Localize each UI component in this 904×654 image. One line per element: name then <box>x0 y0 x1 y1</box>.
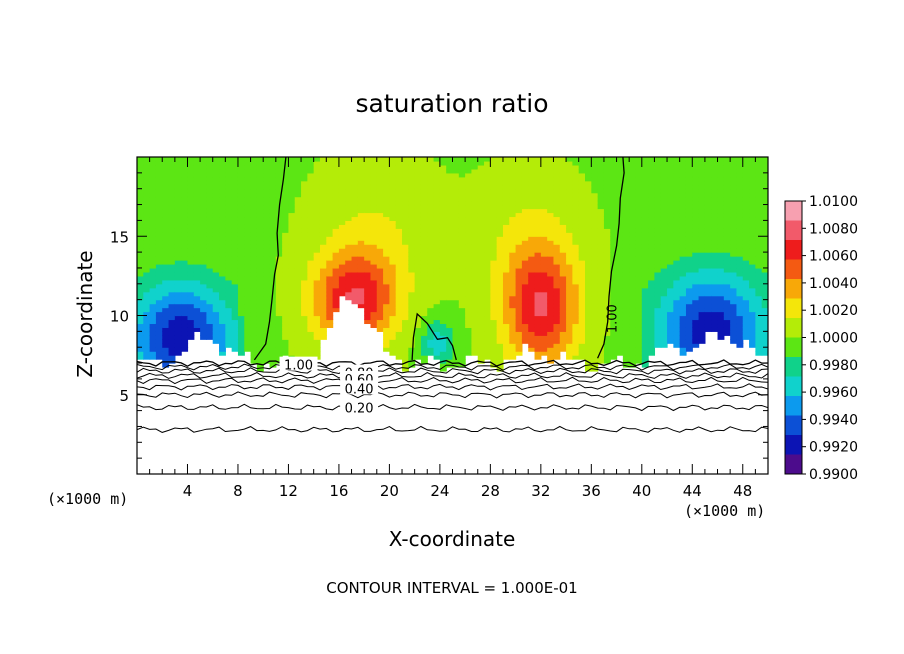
x-tick-label: 8 <box>233 482 243 500</box>
colorbar-swatch <box>785 357 802 377</box>
colorbar-tick-label: 0.9900 <box>809 467 858 483</box>
colorbar-tick-label: 1.0060 <box>809 249 858 265</box>
colorbar-swatch <box>785 298 802 319</box>
chart-title: saturation ratio <box>355 89 548 118</box>
colorbar-tick-label: 1.0000 <box>809 331 858 347</box>
x-tick-label: 40 <box>632 482 651 500</box>
contour-label: 0.20 <box>345 401 374 416</box>
colorbar-swatch <box>785 415 802 436</box>
colorbar-swatch <box>785 337 802 358</box>
contour-lines: 1.000.800.600.400.201.00 <box>137 157 768 433</box>
colorbar-swatch <box>785 201 802 221</box>
x-axis-label: X-coordinate <box>389 527 516 551</box>
colorbar-tick-label: 1.0040 <box>809 276 858 292</box>
x-tick-label: 24 <box>430 482 449 500</box>
colorbar-tick-label: 0.9940 <box>809 412 858 428</box>
contour-label: 0.40 <box>345 382 374 397</box>
x-tick-label: 12 <box>279 482 298 500</box>
contour-line <box>137 359 768 367</box>
contour-line <box>137 403 768 412</box>
colorbar-swatch <box>785 435 802 455</box>
x-tick-label: 44 <box>683 482 702 500</box>
x-tick-label: 4 <box>183 482 193 500</box>
contour-line <box>137 383 768 391</box>
colorbar-swatch <box>785 396 802 416</box>
contour-line <box>137 363 768 371</box>
contour-line-1-00-left <box>253 157 287 361</box>
contour-line <box>137 391 768 399</box>
contour-label: 1.00 <box>284 359 313 374</box>
contour-label: 1.00 <box>606 304 621 333</box>
colorbar-swatch <box>785 240 802 260</box>
x-unit-right: (×1000 m) <box>684 502 765 520</box>
contour-label-bg <box>340 399 379 414</box>
colorbar-swatch <box>785 220 802 241</box>
colorbar-swatch <box>785 454 802 475</box>
contour-interval-note: CONTOUR INTERVAL = 1.000E-01 <box>326 579 577 597</box>
colorbar-swatch <box>785 259 802 280</box>
y-tick-label: 10 <box>110 308 129 326</box>
contour-label-bg <box>279 356 318 371</box>
colorbar-tick-label: 0.9920 <box>809 440 858 456</box>
contour-line <box>137 367 768 375</box>
x-unit-left: (×1000 m) <box>47 490 128 508</box>
x-tick-label: 36 <box>582 482 601 500</box>
colorbar: 1.0100 1.0080 1.0060 1.0040 1.0020 1.0000 0.99… <box>784 194 858 483</box>
x-tick-label: 32 <box>531 482 550 500</box>
x-tick-label: 16 <box>329 482 348 500</box>
x-tick-label: 28 <box>481 482 500 500</box>
contour-line <box>137 372 768 379</box>
colorbar-tick-label: 0.9980 <box>809 358 858 374</box>
x-tick-label: 48 <box>733 482 752 500</box>
x-tick-label: 20 <box>380 482 399 500</box>
contour-line-1-00-center <box>411 312 457 361</box>
colorbar-tick-label: 1.0020 <box>809 303 858 319</box>
y-axis-label: Z-coordinate <box>73 250 97 377</box>
saturation-field: 1.000.800.600.400.201.00 <box>137 157 768 433</box>
colorbar-tick-label: 1.0100 <box>809 194 858 210</box>
y-tick-label: 5 <box>119 387 129 405</box>
contour-line-1-00-right <box>597 157 625 359</box>
colorbar-swatch <box>785 376 802 397</box>
colorbar-swatch <box>785 318 802 338</box>
colorbar-tick-label: 1.0080 <box>809 221 858 237</box>
colorbar-tick-label: 0.9960 <box>809 385 858 401</box>
y-tick-label: 15 <box>110 228 129 246</box>
colorbar-swatch <box>785 279 802 299</box>
contour-line <box>137 425 768 433</box>
contour-label-bg <box>340 380 379 395</box>
contour-line <box>137 376 768 385</box>
